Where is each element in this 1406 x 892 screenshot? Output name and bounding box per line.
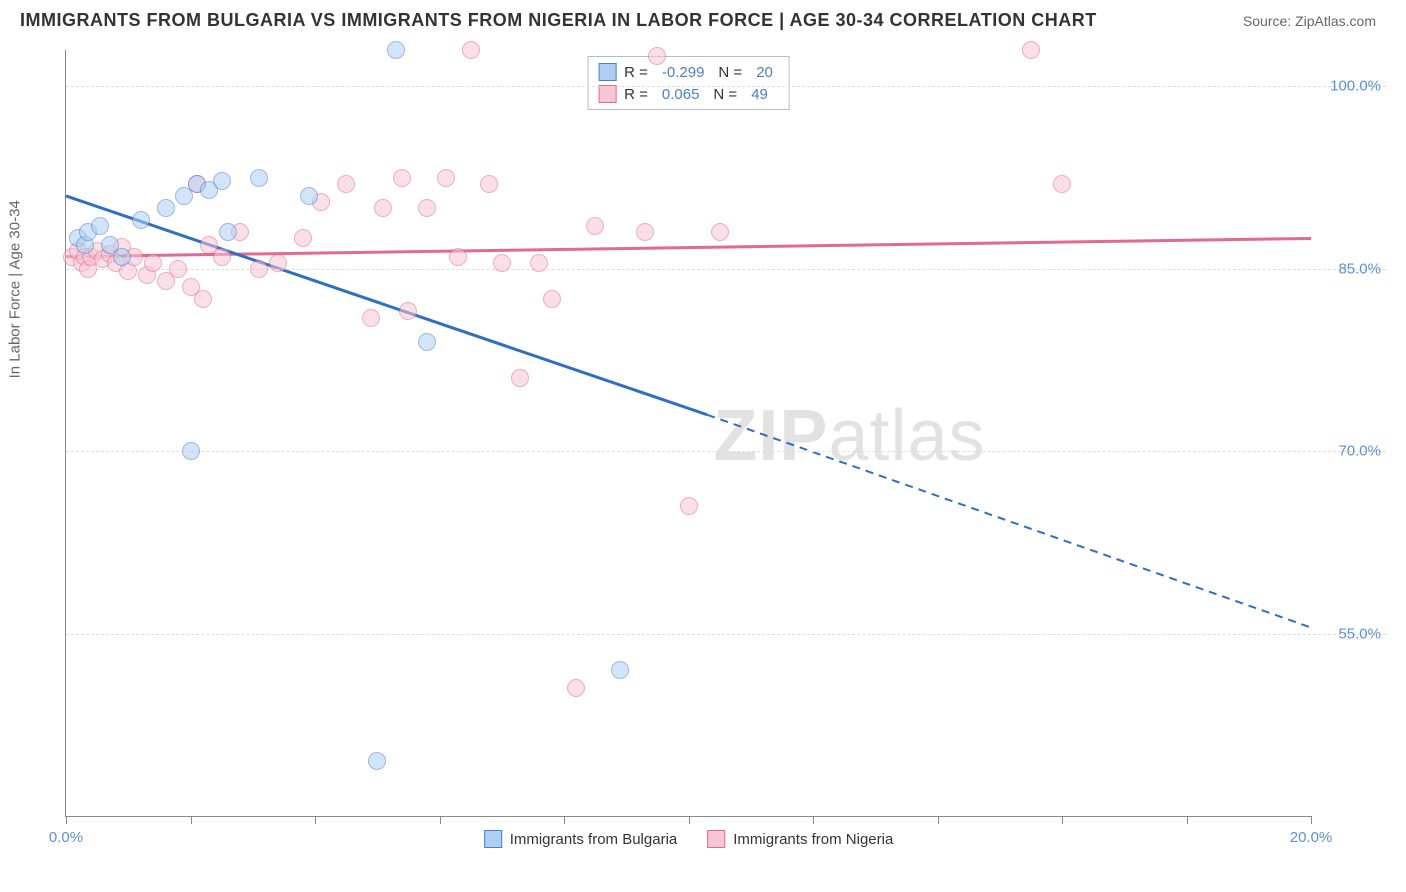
data-point-bulgaria xyxy=(113,248,131,266)
data-point-bulgaria xyxy=(157,199,175,217)
legend-swatch-bulgaria-icon xyxy=(484,830,502,848)
source-label: Source: ZipAtlas.com xyxy=(1243,13,1376,29)
x-tick xyxy=(1187,816,1188,824)
legend-stats-row-1: R = -0.299 N = 20 xyxy=(598,61,779,83)
n-value-1: 20 xyxy=(756,64,773,81)
data-point-nigeria xyxy=(250,260,268,278)
data-point-bulgaria xyxy=(387,41,405,59)
data-point-nigeria xyxy=(480,175,498,193)
data-point-nigeria xyxy=(586,217,604,235)
x-tick xyxy=(938,816,939,824)
x-tick xyxy=(315,816,316,824)
data-point-nigeria xyxy=(648,47,666,65)
legend-swatch-bulgaria xyxy=(598,63,616,81)
data-point-nigeria xyxy=(418,199,436,217)
data-point-nigeria xyxy=(711,223,729,241)
y-axis-label: In Labor Force | Age 30-34 xyxy=(7,200,24,378)
data-point-nigeria xyxy=(213,248,231,266)
data-point-bulgaria xyxy=(91,217,109,235)
data-point-bulgaria xyxy=(250,169,268,187)
data-point-nigeria xyxy=(449,248,467,266)
legend-stats: R = -0.299 N = 20 R = 0.065 N = 49 xyxy=(587,56,790,110)
data-point-nigeria xyxy=(169,260,187,278)
grid-line xyxy=(66,634,1386,635)
data-point-nigeria xyxy=(374,199,392,217)
r-value-2: 0.065 xyxy=(662,86,700,103)
x-tick-label-left: 0.0% xyxy=(49,829,83,846)
y-tick-label: 85.0% xyxy=(1338,260,1381,277)
data-point-bulgaria xyxy=(368,752,386,770)
n-label: N = xyxy=(718,64,742,81)
data-point-nigeria xyxy=(437,169,455,187)
chart-container: In Labor Force | Age 30-34 ZIPatlas R = … xyxy=(20,45,1386,872)
y-tick-label: 70.0% xyxy=(1338,443,1381,460)
data-point-nigeria xyxy=(680,497,698,515)
x-tick xyxy=(1311,816,1312,824)
data-point-bulgaria xyxy=(418,333,436,351)
data-point-bulgaria xyxy=(132,211,150,229)
legend-swatch-nigeria-icon xyxy=(707,830,725,848)
x-tick xyxy=(689,816,690,824)
data-point-bulgaria xyxy=(182,442,200,460)
data-point-nigeria xyxy=(144,254,162,272)
data-point-nigeria xyxy=(636,223,654,241)
x-tick xyxy=(564,816,565,824)
trend-lines xyxy=(66,50,1311,816)
data-point-nigeria xyxy=(194,290,212,308)
data-point-nigeria xyxy=(1022,41,1040,59)
data-point-bulgaria xyxy=(300,187,318,205)
n-value-2: 49 xyxy=(751,86,768,103)
x-tick xyxy=(813,816,814,824)
chart-title: IMMIGRANTS FROM BULGARIA VS IMMIGRANTS F… xyxy=(20,10,1097,31)
r-label: R = xyxy=(624,64,648,81)
data-point-bulgaria xyxy=(219,223,237,241)
watermark: ZIPatlas xyxy=(713,395,985,477)
data-point-nigeria xyxy=(337,175,355,193)
grid-line xyxy=(66,451,1386,452)
data-point-nigeria xyxy=(462,41,480,59)
data-point-bulgaria xyxy=(213,172,231,190)
data-point-nigeria xyxy=(530,254,548,272)
plot-area: ZIPatlas R = -0.299 N = 20 R = 0.065 N =… xyxy=(65,50,1311,817)
y-tick-label: 100.0% xyxy=(1330,78,1381,95)
data-point-nigeria xyxy=(567,679,585,697)
n-label: N = xyxy=(713,86,737,103)
legend-swatch-nigeria xyxy=(598,85,616,103)
data-point-nigeria xyxy=(1053,175,1071,193)
x-tick xyxy=(1062,816,1063,824)
x-tick xyxy=(191,816,192,824)
r-label: R = xyxy=(624,86,648,103)
legend-label-bulgaria: Immigrants from Bulgaria xyxy=(510,831,678,848)
data-point-nigeria xyxy=(399,302,417,320)
data-point-nigeria xyxy=(511,369,529,387)
y-tick-label: 55.0% xyxy=(1338,625,1381,642)
r-value-1: -0.299 xyxy=(662,64,705,81)
data-point-nigeria xyxy=(294,229,312,247)
legend-item-nigeria: Immigrants from Nigeria xyxy=(707,830,893,848)
data-point-nigeria xyxy=(362,309,380,327)
grid-line xyxy=(66,86,1386,87)
x-tick-label-right: 20.0% xyxy=(1290,829,1333,846)
legend-bottom: Immigrants from Bulgaria Immigrants from… xyxy=(484,830,894,848)
data-point-nigeria xyxy=(393,169,411,187)
data-point-bulgaria xyxy=(611,661,629,679)
legend-item-bulgaria: Immigrants from Bulgaria xyxy=(484,830,678,848)
data-point-nigeria xyxy=(493,254,511,272)
x-tick xyxy=(66,816,67,824)
data-point-nigeria xyxy=(543,290,561,308)
data-point-nigeria xyxy=(269,254,287,272)
x-tick xyxy=(440,816,441,824)
legend-label-nigeria: Immigrants from Nigeria xyxy=(733,831,893,848)
